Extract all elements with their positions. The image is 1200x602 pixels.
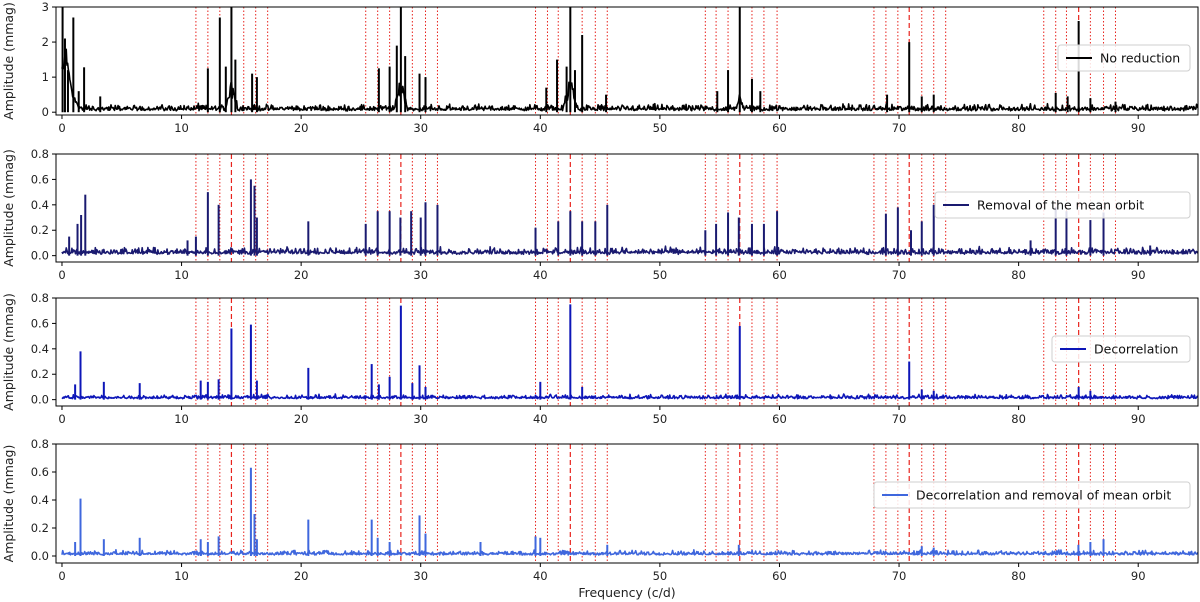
x-tick-label: 80 xyxy=(1011,412,1026,426)
x-axis-label: Frequency (c/d) xyxy=(578,585,675,600)
y-tick-label: 3 xyxy=(42,0,49,14)
x-tick-label: 50 xyxy=(653,268,668,282)
x-tick-label: 20 xyxy=(294,569,309,583)
x-tick-label: 90 xyxy=(1131,121,1146,135)
legend-box xyxy=(1051,335,1191,363)
x-tick-label: 50 xyxy=(653,412,668,426)
y-tick-label: 1 xyxy=(42,70,49,84)
x-tick-label: 70 xyxy=(892,268,907,282)
x-tick-label: 40 xyxy=(533,121,548,135)
y-tick-label: 2 xyxy=(42,35,49,49)
x-tick-label: 60 xyxy=(772,121,787,135)
x-tick-label: 30 xyxy=(413,569,428,583)
x-tick-label: 60 xyxy=(772,268,787,282)
y-tick-label: 0.2 xyxy=(31,367,49,381)
x-tick-label: 10 xyxy=(174,121,189,135)
y-tick-label: 0 xyxy=(42,105,49,119)
panel-3: 0 10 20 30 40 50 60 70 80 90 0.0 0.2 0.4 0.6 0.8 Amplit… xyxy=(1,291,1199,426)
axes-frame xyxy=(55,297,1199,407)
spectrum-line xyxy=(61,549,1198,556)
x-tick-label: 80 xyxy=(1011,569,1026,583)
axes-frame xyxy=(55,443,1199,564)
y-tick-label: 0.2 xyxy=(31,521,49,535)
legend-label: No reduction xyxy=(1100,51,1180,66)
y-tick-label: 0.0 xyxy=(31,393,49,407)
y-tick-label: 0.6 xyxy=(31,316,49,330)
x-tick-label: 10 xyxy=(174,412,189,426)
spectrum-line xyxy=(61,245,1198,256)
x-tick-label: 60 xyxy=(772,412,787,426)
x-tick-label: 10 xyxy=(174,268,189,282)
y-tick-label: 0.8 xyxy=(31,147,49,161)
y-tick-label: 0.6 xyxy=(31,172,49,186)
y-tick-label: 0.8 xyxy=(31,291,49,305)
x-tick-label: 90 xyxy=(1131,569,1146,583)
x-tick-label: 90 xyxy=(1131,268,1146,282)
x-tick-label: 30 xyxy=(413,268,428,282)
x-tick-label: 0 xyxy=(58,268,65,282)
x-tick-label: 30 xyxy=(413,412,428,426)
panel-1: 0 10 20 30 40 50 60 70 80 90 0 1 2 3 Amplitude (mmag) N… xyxy=(1,0,1199,135)
y-tick-label: 0.6 xyxy=(31,465,49,479)
axes-frame xyxy=(55,153,1199,263)
panel-2: 0 10 20 30 40 50 60 70 80 90 0.0 0.2 0.4 0.6 0.8 Amplit… xyxy=(1,147,1199,282)
y-axis-label: Amplitude (mmag) xyxy=(1,2,16,120)
legend-label: Decorrelation xyxy=(1094,342,1178,357)
x-tick-label: 30 xyxy=(413,121,428,135)
y-tick-label: 0.2 xyxy=(31,223,49,237)
x-tick-label: 50 xyxy=(653,121,668,135)
x-tick-label: 0 xyxy=(58,412,65,426)
x-tick-label: 70 xyxy=(892,121,907,135)
legend-box xyxy=(1057,44,1191,72)
x-tick-label: 70 xyxy=(892,412,907,426)
x-tick-label: 90 xyxy=(1131,412,1146,426)
axes-frame xyxy=(55,6,1199,116)
legend-box xyxy=(934,191,1191,219)
y-tick-label: 0.0 xyxy=(31,549,49,563)
x-tick-label: 20 xyxy=(294,268,309,282)
x-tick-label: 0 xyxy=(58,121,65,135)
x-tick-label: 40 xyxy=(533,569,548,583)
legend-box xyxy=(873,481,1191,509)
y-tick-label: 0.4 xyxy=(31,493,49,507)
y-tick-label: 0.0 xyxy=(31,249,49,263)
y-tick-label: 0.4 xyxy=(31,198,49,212)
x-tick-label: 50 xyxy=(653,569,668,583)
x-tick-label: 60 xyxy=(772,569,787,583)
x-tick-label: 20 xyxy=(294,121,309,135)
legend-label: Removal of the mean orbit xyxy=(977,198,1144,213)
y-axis-label: Amplitude (mmag) xyxy=(1,445,16,563)
panel-4: 0 10 20 30 40 50 60 70 80 90 0.0 0.2 0.4 0.6 0.8 Amplit… xyxy=(1,437,1199,583)
y-tick-label: 0.8 xyxy=(31,437,49,451)
x-tick-label: 80 xyxy=(1011,121,1026,135)
x-tick-label: 40 xyxy=(533,268,548,282)
x-tick-label: 0 xyxy=(58,569,65,583)
x-tick-label: 40 xyxy=(533,412,548,426)
y-tick-label: 0.4 xyxy=(31,342,49,356)
x-tick-label: 70 xyxy=(892,569,907,583)
y-axis-label: Amplitude (mmag) xyxy=(1,149,16,267)
x-tick-label: 10 xyxy=(174,569,189,583)
legend-label: Decorrelation and removal of mean orbit xyxy=(916,488,1171,503)
y-axis-label: Amplitude (mmag) xyxy=(1,293,16,411)
x-tick-label: 80 xyxy=(1011,268,1026,282)
x-tick-label: 20 xyxy=(294,412,309,426)
